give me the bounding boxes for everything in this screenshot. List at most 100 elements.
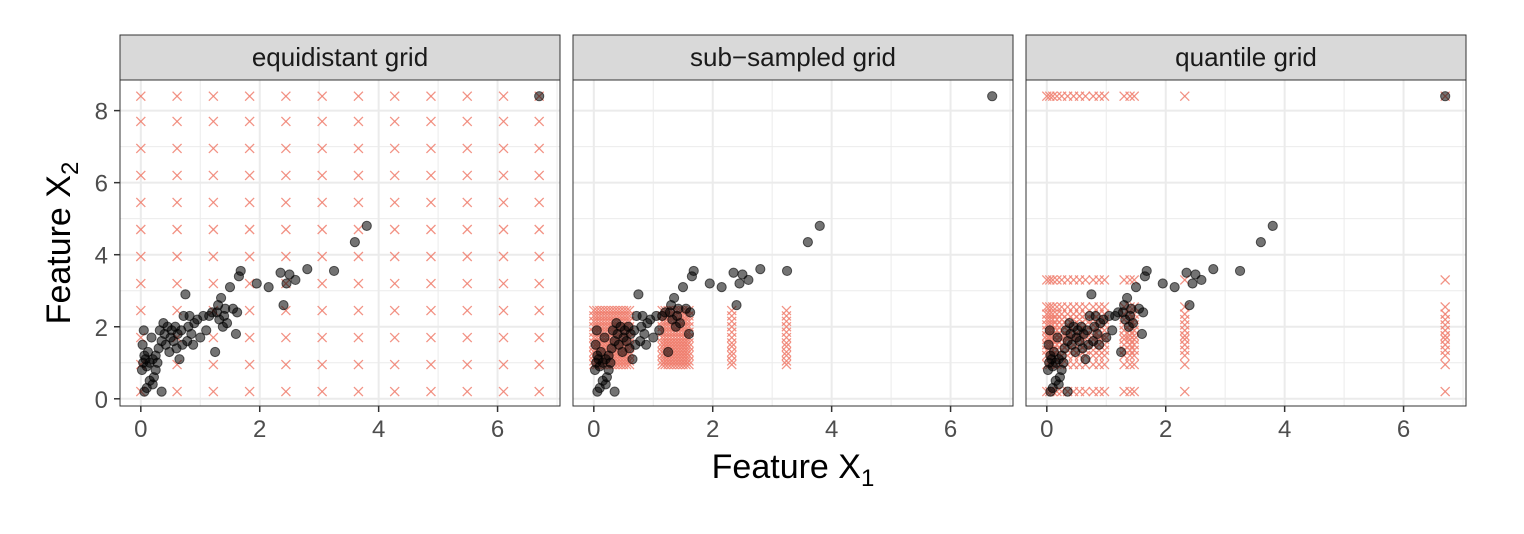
grid-point-stroke [353,170,364,181]
y-tick-label: 8 [95,99,108,126]
grid-point-marker [426,197,436,208]
grid-point-stroke [280,170,291,181]
grid-point-stroke [1047,309,1058,320]
grid-point-marker [462,305,473,316]
grid-point-marker [280,91,291,102]
grid-point-stroke [317,251,328,262]
grid-point-stroke [317,91,328,102]
grid-point-stroke [135,224,146,235]
grid-point-marker [353,278,364,289]
data-point [755,264,766,275]
grid-point-stroke [280,116,291,127]
grid-point-marker [389,278,400,289]
data-point [1157,278,1168,289]
grid-point-stroke [1179,334,1190,345]
x-tick-label: 2 [253,416,266,443]
grid-point-stroke [534,197,545,208]
grid-point-marker [534,197,545,208]
data-point [1267,220,1278,231]
grid-point-marker [244,224,255,235]
grid-point-stroke [353,305,364,316]
grid-point-stroke [244,170,255,181]
grid-point-stroke [498,143,509,154]
data-point [1184,300,1195,311]
grid-point-marker [208,170,219,181]
grid-point-marker [534,170,545,181]
grid-point-stroke [280,386,291,397]
grid-point-stroke [426,170,436,181]
x-tick-label: 6 [1397,416,1410,443]
data-point [235,265,246,277]
data-point [186,328,197,340]
grid-point-marker [135,251,146,262]
data-point [1208,264,1219,275]
grid-point-stroke [498,197,509,208]
grid-point-stroke [1440,274,1451,285]
grid-point-marker [244,386,255,397]
grid-point-marker [426,251,436,262]
grid-point-stroke [498,170,509,181]
data-point [180,289,191,300]
grid-point-marker [426,305,436,316]
grid-point-marker [498,170,509,181]
grid-point-marker [426,143,436,154]
grid-point-stroke [1179,309,1190,320]
data-point [685,307,696,318]
grid-point-marker [1129,386,1140,397]
grid-point-marker [280,386,291,397]
grid-point-stroke [244,332,255,343]
grid-point-stroke [1047,301,1058,312]
grid-point-stroke [135,278,146,289]
grid-point-marker [317,386,328,397]
grid-point-stroke [317,278,328,289]
grid-point-stroke [621,305,632,316]
grid-point-marker [1440,386,1451,397]
grid-point-stroke [172,278,183,289]
grid-point-stroke [353,116,364,127]
grid-point-stroke [1051,274,1062,285]
grid-point-stroke [426,197,436,208]
grid-point-marker [208,116,219,127]
grid-point-stroke [280,91,291,102]
panel-sub-sampled-grid: sub−sampled grid [572,34,1014,407]
data-point [674,318,686,329]
grid-point-marker [135,143,146,154]
data-point [639,328,650,340]
grid-point-marker [1099,274,1110,285]
grid-point-stroke [1129,334,1140,345]
grid-point-stroke [389,386,400,397]
data-points [1042,91,1451,397]
data-point [1234,265,1246,277]
data-point [627,354,638,365]
panel-strip [572,34,1014,81]
grid-point-stroke [426,278,436,289]
data-point [361,220,372,231]
grid-point-stroke [462,332,473,343]
data-point [603,364,614,376]
grid-point-marker [172,197,183,208]
data-point [224,282,236,293]
grid-point-marker [317,251,328,262]
grid-point-marker [317,332,328,343]
grid-point-marker [426,386,436,397]
grid-point-marker [1044,274,1055,285]
grid-point-stroke [389,143,400,154]
grid-point-stroke [353,197,364,208]
grid-point-marker [534,116,545,127]
grid-point-marker [389,91,400,102]
grid-point-marker [135,278,146,289]
grid-point-marker [1440,274,1451,285]
grid-point-marker [1125,386,1136,397]
grid-point-marker [1099,91,1110,102]
grid-point-stroke [244,386,255,397]
grid-point-stroke [781,359,792,370]
grid-point-stroke [462,116,473,127]
grid-point-marker [280,251,291,262]
data-point [599,332,610,343]
data-point [1052,332,1063,343]
grid-point-marker [244,197,255,208]
grid-point-stroke [426,143,436,154]
data-point [1169,282,1180,293]
grid-point-stroke [462,278,473,289]
grid-point-stroke [1099,301,1110,312]
